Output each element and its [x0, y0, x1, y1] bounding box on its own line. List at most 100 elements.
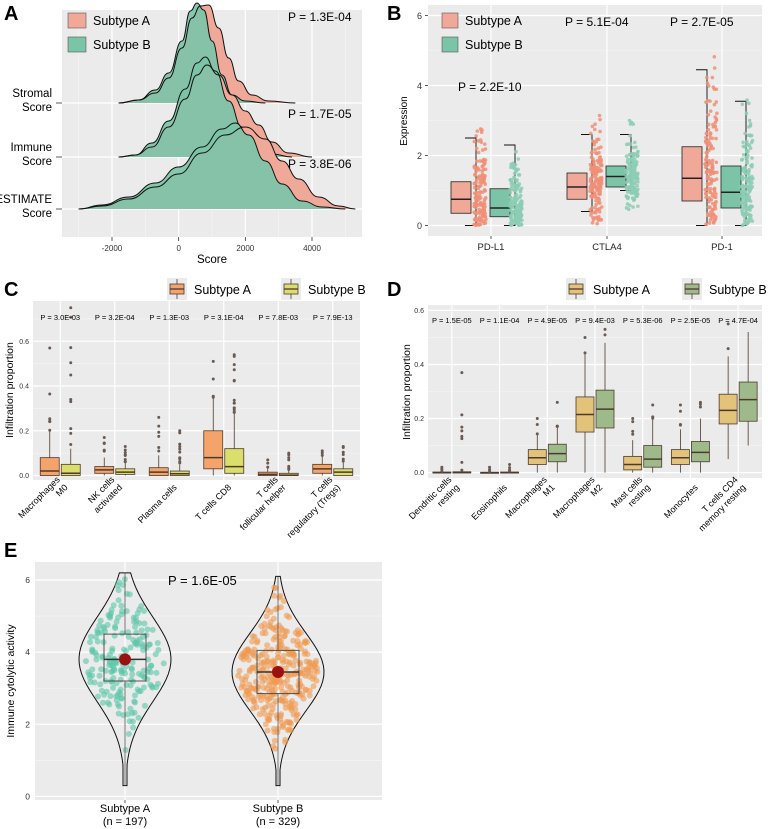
- jitter-point: [280, 724, 287, 731]
- jitter-point: [482, 207, 486, 211]
- jitter-point: [714, 136, 718, 141]
- outlier-point: [157, 445, 161, 449]
- jitter-point: [472, 222, 476, 227]
- jitter-point: [128, 665, 135, 672]
- p-value-label: P = 1.7E-05: [288, 107, 352, 121]
- outlier-point: [232, 368, 236, 372]
- legend-label: Subtype A: [593, 283, 651, 297]
- p-value-label: P = 7.8E-03: [258, 313, 298, 322]
- jitter-point: [706, 168, 711, 173]
- jitter-point: [277, 592, 284, 599]
- outlier-point: [508, 466, 512, 470]
- jitter-point: [747, 124, 751, 129]
- jitter-point: [474, 146, 479, 151]
- x-tick-label: T cellsfollicular helper: [230, 474, 288, 532]
- outlier-point: [341, 459, 345, 463]
- y-tick-label: 4: [25, 647, 30, 657]
- jitter-point: [282, 736, 289, 743]
- jitter-point: [597, 155, 602, 160]
- jitter-point: [709, 197, 714, 202]
- jitter-point: [750, 184, 754, 189]
- p-value-label: P = 7.9E-13: [313, 313, 353, 322]
- x-tick-label: Plasma cells: [136, 482, 179, 525]
- p-value-label: P = 1.1E-04: [480, 316, 520, 325]
- x-tick-label: MacrophagesM2: [551, 474, 605, 528]
- jitter-point: [119, 630, 126, 637]
- jitter-point: [706, 112, 711, 117]
- box-iqr: [623, 455, 643, 471]
- jitter-point: [472, 139, 477, 144]
- y-tick-label: 6: [25, 575, 30, 585]
- jitter-point: [144, 626, 151, 633]
- jitter-point: [127, 644, 134, 651]
- jitter-point: [236, 667, 243, 674]
- jitter-point: [706, 122, 711, 127]
- jitter-point: [591, 157, 595, 161]
- y-tick-label: 2: [25, 719, 30, 729]
- jitter-point: [95, 629, 102, 636]
- outlier-point: [341, 450, 345, 454]
- jitter-point: [297, 680, 304, 687]
- outlier-point: [123, 448, 127, 452]
- x-tick-label: T cells CD8: [193, 482, 233, 522]
- jitter-point: [594, 140, 599, 144]
- jitter-point: [129, 671, 136, 678]
- box-iqr: [103, 633, 147, 682]
- jitter-point: [86, 674, 93, 681]
- jitter-point: [289, 697, 296, 704]
- box-iqr: [720, 165, 742, 209]
- jitter-point: [515, 198, 519, 202]
- jitter-point: [624, 185, 629, 190]
- jitter-point: [748, 199, 753, 203]
- jitter-point: [106, 651, 113, 658]
- jitter-point: [508, 190, 513, 195]
- outlier-point: [460, 425, 464, 429]
- jitter-point: [749, 177, 754, 182]
- outlier-point: [178, 429, 182, 433]
- jitter-point: [478, 211, 482, 216]
- jitter-point: [115, 597, 122, 604]
- jitter-point: [478, 190, 483, 194]
- jitter-point: [588, 189, 592, 194]
- outlier-point: [460, 468, 464, 472]
- ridge-label: Immune: [10, 142, 52, 154]
- jitter-point: [740, 183, 745, 188]
- ridge-area-subtype-b: [118, 3, 266, 103]
- box-iqr: [39, 457, 60, 476]
- jitter-point: [743, 131, 747, 136]
- jitter-point: [473, 195, 478, 200]
- jitter-point: [107, 659, 114, 666]
- jitter-point: [104, 699, 111, 706]
- outlier-point: [48, 346, 52, 350]
- outlier-point: [583, 351, 587, 355]
- jitter-point: [87, 679, 94, 686]
- jitter-point: [304, 639, 311, 646]
- jitter-point: [267, 609, 274, 616]
- jitter-point: [268, 646, 275, 653]
- jitter-point: [629, 181, 634, 186]
- outlier-point: [651, 403, 655, 407]
- jitter-point: [599, 169, 604, 173]
- outlier-point: [69, 361, 73, 365]
- jitter-point: [250, 698, 257, 705]
- jitter-point: [715, 170, 719, 175]
- jitter-point: [739, 200, 744, 204]
- jitter-point: [593, 194, 598, 198]
- jitter-point: [594, 172, 599, 177]
- jitter-point: [263, 653, 270, 660]
- jitter-point: [108, 610, 115, 617]
- panel-letter: D: [387, 279, 401, 301]
- outlier-point: [287, 451, 291, 455]
- y-axis-title: Expression: [399, 96, 410, 145]
- p-value-label: P = 2.5E-05: [671, 316, 711, 325]
- jitter-point: [707, 213, 712, 217]
- jitter-point: [134, 686, 141, 693]
- x-tick-sublabel: (n = 197): [103, 816, 147, 828]
- jitter-point: [590, 170, 594, 175]
- jitter-point: [474, 199, 479, 203]
- legend-swatch: [441, 36, 459, 53]
- jitter-point: [633, 180, 638, 184]
- jitter-point: [133, 629, 140, 636]
- jitter-point: [704, 158, 708, 163]
- jitter-point: [310, 683, 317, 690]
